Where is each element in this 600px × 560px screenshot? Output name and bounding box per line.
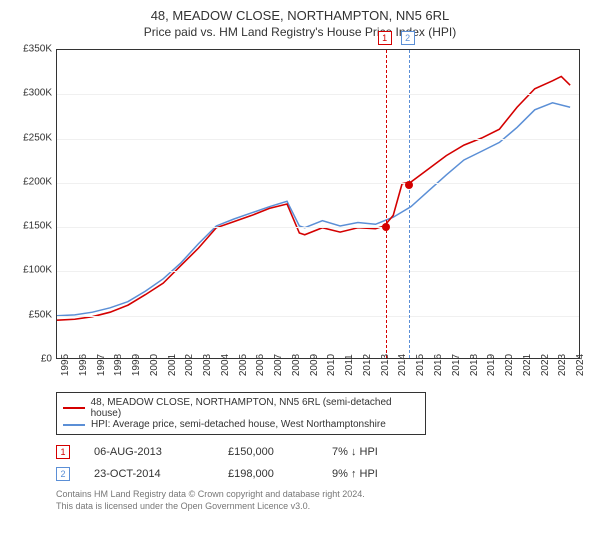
chart-title: 48, MEADOW CLOSE, NORTHAMPTON, NN5 6RL: [10, 8, 590, 23]
transaction-date: 06-AUG-2013: [94, 446, 204, 458]
footer-line-1: Contains HM Land Registry data © Crown c…: [56, 489, 590, 501]
y-axis-label: £150K: [10, 221, 52, 232]
y-axis-label: £50K: [10, 309, 52, 320]
transaction-marker: 1: [56, 445, 70, 459]
event-marker-badge: 1: [378, 31, 392, 45]
chart-subtitle: Price paid vs. HM Land Registry's House …: [10, 25, 590, 39]
event-marker-badge: 2: [401, 31, 415, 45]
transaction-diff: 7% ↓ HPI: [332, 446, 422, 458]
transaction-price: £150,000: [228, 446, 308, 458]
event-marker-line: [409, 50, 410, 358]
legend-row-red: 48, MEADOW CLOSE, NORTHAMPTON, NN5 6RL (…: [63, 397, 419, 419]
legend-swatch-red: [63, 407, 85, 409]
transaction-row: 2 23-OCT-2014 £198,000 9% ↑ HPI: [56, 467, 556, 481]
series-red: [57, 76, 570, 320]
legend-label-blue: HPI: Average price, semi-detached house,…: [91, 419, 386, 430]
y-axis-label: £200K: [10, 176, 52, 187]
footer-attribution: Contains HM Land Registry data © Crown c…: [56, 489, 590, 512]
sale-point: [382, 223, 390, 231]
y-axis-label: £100K: [10, 265, 52, 276]
series-blue: [57, 103, 570, 316]
x-axis-label: 2024: [575, 354, 600, 376]
y-axis-label: £300K: [10, 88, 52, 99]
chart-area: £0£50K£100K£150K£200K£250K£300K£350K1995…: [10, 45, 590, 390]
chart-title-block: 48, MEADOW CLOSE, NORTHAMPTON, NN5 6RL P…: [10, 8, 590, 39]
legend-swatch-blue: [63, 424, 85, 426]
transaction-price: £198,000: [228, 468, 308, 480]
legend-label-red: 48, MEADOW CLOSE, NORTHAMPTON, NN5 6RL (…: [91, 397, 419, 419]
y-axis-label: £350K: [10, 44, 52, 55]
y-axis-label: £0: [10, 354, 52, 365]
transaction-table: 1 06-AUG-2013 £150,000 7% ↓ HPI 2 23-OCT-2014…: [56, 445, 556, 481]
transaction-date: 23-OCT-2014: [94, 468, 204, 480]
sale-point: [405, 181, 413, 189]
transaction-diff: 9% ↑ HPI: [332, 468, 422, 480]
event-marker-line: [386, 50, 387, 358]
legend-row-blue: HPI: Average price, semi-detached house,…: [63, 419, 419, 430]
legend: 48, MEADOW CLOSE, NORTHAMPTON, NN5 6RL (…: [56, 392, 426, 435]
transaction-marker: 2: [56, 467, 70, 481]
transaction-row: 1 06-AUG-2013 £150,000 7% ↓ HPI: [56, 445, 556, 459]
plot-region: [56, 49, 580, 359]
y-axis-label: £250K: [10, 132, 52, 143]
footer-line-2: This data is licensed under the Open Gov…: [56, 501, 590, 513]
